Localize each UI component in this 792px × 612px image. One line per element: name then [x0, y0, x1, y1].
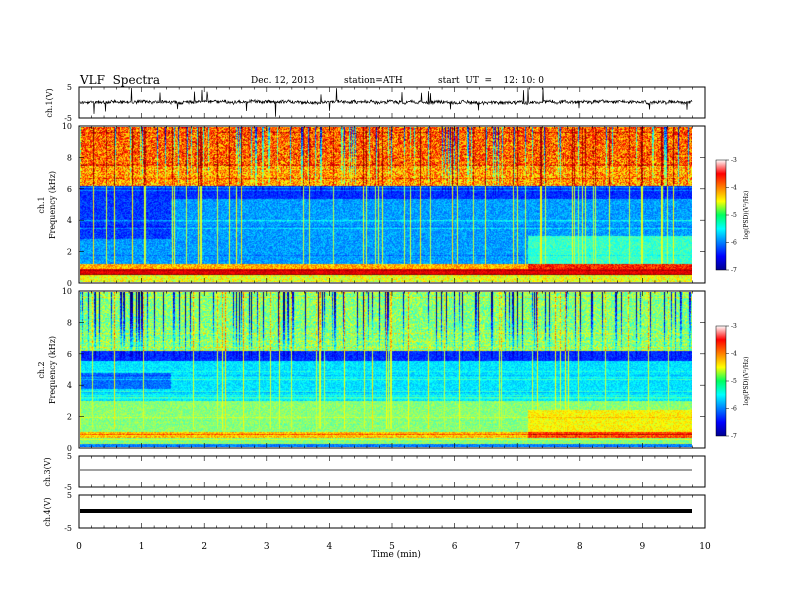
x-axis-label: Time (min) — [371, 549, 421, 560]
colorbar-tick-label: -7 — [731, 433, 737, 440]
colorbar-tick-label: -5 — [731, 378, 737, 385]
ch4-ylabel: ch.4(V) — [43, 497, 52, 526]
y-tick-label: 4 — [67, 216, 72, 225]
ch2-colorbar-ticks: -3 -4 -5 -6 -7 — [726, 323, 737, 440]
ch4-ticks — [78, 495, 706, 528]
ch2-spec-ticks — [78, 291, 706, 448]
colorbar-tick-label: -6 — [731, 406, 737, 413]
ch3-ylabel: ch.3(V) — [43, 457, 52, 486]
x-axis-tick-labels: 0 1 2 3 4 5 6 7 8 9 10 — [76, 542, 711, 552]
y-tick-label: 2 — [67, 413, 72, 422]
ch4-ytick-bottom: -5 — [64, 524, 72, 533]
x-tick-label: 6 — [452, 542, 458, 552]
y-tick-label: 8 — [67, 318, 72, 327]
x-tick-label: 7 — [514, 542, 520, 552]
ch1-spec-ylabel-channel: ch.1 — [37, 196, 46, 213]
ch2-spectrogram-image — [80, 292, 692, 447]
y-tick-label: 2 — [67, 248, 72, 257]
x-tick-label: 9 — [640, 542, 646, 552]
ch2-spectrogram-panel: 0 2 4 6 8 10 ch.2 Frequency (kHz) — [37, 287, 706, 453]
ch1-spectrogram-image — [80, 127, 692, 282]
x-tick-label: 3 — [264, 542, 270, 552]
station-label: station=ATH — [344, 76, 403, 86]
ch4-trace — [80, 509, 692, 513]
x-tick-label: 5 — [389, 542, 395, 552]
ch1-ytick-bottom: -5 — [64, 114, 72, 123]
colorbar-tick-label: -4 — [731, 185, 737, 192]
ch1-ytick-top: 5 — [67, 83, 72, 92]
ch1-spectrogram-panel: 0 2 4 6 8 10 ch.1 Frequency (kHz) — [37, 122, 706, 288]
colorbar-tick-label: -3 — [731, 157, 737, 164]
x-tick-label: 1 — [139, 542, 145, 552]
ch1-spec-ticks — [78, 126, 706, 283]
ch3-waveform-panel: 5 -5 ch.3(V) — [43, 452, 706, 492]
ch4-waveform-panel: 5 -5 ch.4(V) — [43, 491, 706, 533]
ch1-spec-ylabel-freq: Frequency (kHz) — [48, 171, 57, 239]
colorbar-tick-label: -7 — [731, 267, 737, 274]
ch2-colorbar-gradient — [715, 325, 727, 437]
ch4-ytick-top: 5 — [67, 491, 72, 500]
ch1-waveform-panel: 5 -5 ch.1(V) — [45, 83, 706, 123]
colorbar-tick-label: -5 — [731, 212, 737, 219]
colorbar-tick-label: -4 — [731, 351, 737, 358]
y-tick-label: 6 — [67, 185, 72, 194]
x-tick-label: 0 — [76, 542, 82, 552]
colorbar-tick-label: -3 — [731, 323, 737, 330]
ch2-spec-ytick-labels: 0 2 4 6 8 10 — [62, 287, 705, 453]
y-tick-label: 6 — [67, 350, 72, 359]
y-tick-label: 0 — [67, 444, 72, 453]
ch2-spec-ylabel-channel: ch.2 — [37, 361, 46, 378]
ch1-colorbar-ticks: -3 -4 -5 -6 -7 — [726, 157, 737, 274]
x-tick-label: 2 — [201, 542, 207, 552]
ch3-ytick-bottom: -5 — [64, 483, 72, 492]
ch1-ticks — [78, 87, 706, 118]
colorbar-tick-label: -6 — [731, 240, 737, 247]
ch2-spec-ylabel-freq: Frequency (kHz) — [48, 336, 57, 404]
ch3-ticks — [78, 456, 706, 487]
x-tick-label: 4 — [327, 542, 333, 552]
ch2-colorbar-label: log(PSD)(V²/Hz) — [743, 357, 750, 406]
ch2-colorbar: -3 -4 -5 -6 -7 log(PSD)(V²/Hz) — [715, 323, 750, 440]
y-tick-label: 10 — [62, 122, 72, 131]
y-tick-label: 0 — [67, 279, 72, 288]
ch1-spec-ytick-labels: 0 2 4 6 8 10 — [62, 122, 705, 288]
start-time-label: start UT = 12: 10: 0 — [438, 76, 544, 86]
x-tick-label: 8 — [577, 542, 583, 552]
ch1-colorbar-label: log(PSD)(V²/Hz) — [743, 191, 750, 240]
y-tick-label: 4 — [67, 381, 72, 390]
y-tick-label: 8 — [67, 153, 72, 162]
ch1-trace — [79, 87, 693, 117]
ch3-ytick-top: 5 — [67, 452, 72, 461]
figure-title: VLF Spectra — [80, 73, 161, 87]
date-label: Dec. 12, 2013 — [251, 76, 315, 86]
ch1-ylabel: ch.1(V) — [45, 88, 54, 117]
x-tick-label: 10 — [699, 542, 711, 552]
ch1-colorbar-gradient — [715, 159, 727, 271]
ch1-colorbar: -3 -4 -5 -6 -7 log(PSD)(V²/Hz) — [715, 157, 750, 274]
y-tick-label: 10 — [62, 287, 72, 296]
